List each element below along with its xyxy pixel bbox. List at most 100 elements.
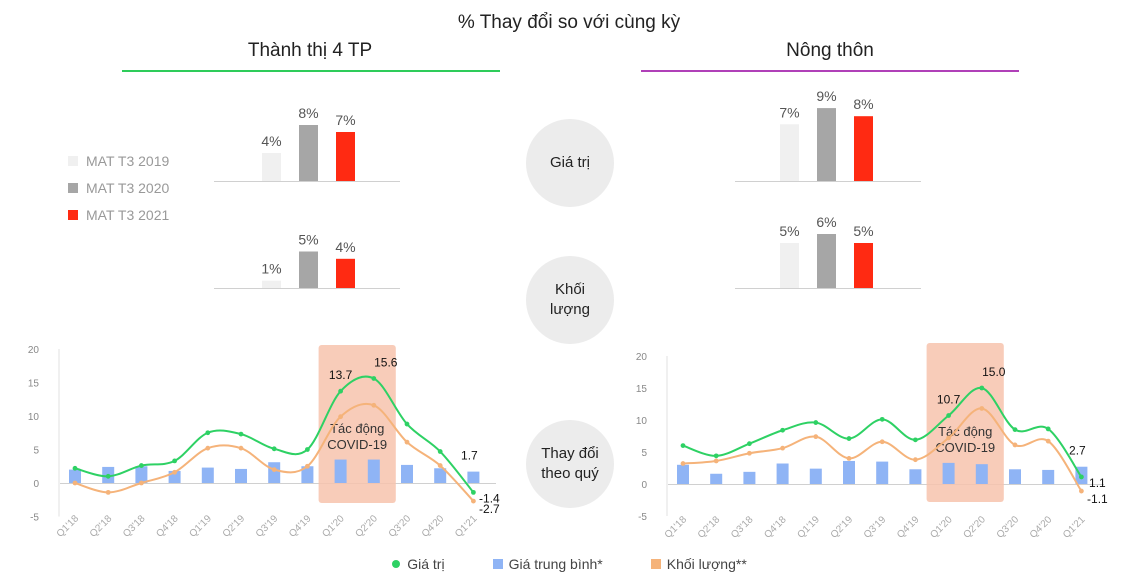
value-point — [305, 447, 310, 452]
x-tick-label: Q1'19 — [187, 513, 214, 540]
volume-point — [72, 480, 78, 486]
value-point — [139, 463, 144, 468]
value-point — [471, 489, 476, 495]
avg-price-bar — [942, 462, 955, 484]
covid-label: COVID-19 — [327, 437, 387, 452]
volume-point — [1012, 442, 1018, 448]
volume-point — [913, 457, 918, 463]
value-point — [879, 416, 885, 422]
bar — [854, 243, 873, 288]
line-data-label: 15.0 — [982, 365, 1006, 379]
value-point — [105, 473, 111, 479]
line-data-label: 2.7 — [1069, 444, 1086, 458]
y-tick-label: -5 — [638, 512, 647, 523]
bar — [780, 124, 799, 181]
region-underline-urban — [122, 70, 500, 72]
x-tick-label: Q3'20 — [387, 513, 414, 540]
volume-point — [371, 402, 377, 408]
bar — [336, 258, 355, 288]
value-point — [979, 385, 985, 391]
x-tick-label: Q2'18 — [88, 513, 115, 540]
value-point — [205, 430, 211, 436]
x-tick-label: Q3'18 — [729, 514, 756, 541]
avg-price-bar — [1009, 469, 1021, 484]
avg-price-bar — [235, 468, 247, 483]
legend-item-mat-2019: MAT T3 2019 — [68, 153, 169, 169]
x-tick-label: Q1'19 — [795, 514, 822, 541]
legend-label: MAT T3 2021 — [86, 207, 170, 223]
avg-price-bar — [677, 464, 689, 484]
line-data-label: -1.4 — [479, 491, 500, 505]
bar — [817, 108, 836, 181]
y-tick-label: 0 — [33, 479, 39, 490]
avg-price-bar — [843, 460, 855, 484]
volume-point — [437, 463, 443, 468]
bar-data-label: 5% — [779, 223, 799, 239]
legend-label: MAT T3 2019 — [86, 153, 170, 169]
avg-price-bar — [268, 462, 281, 483]
covid-label: Tác động — [330, 421, 384, 436]
volume-point — [105, 489, 111, 495]
value-point — [680, 443, 686, 448]
value-point — [747, 441, 752, 447]
bar-data-label: 7% — [779, 104, 799, 120]
bar-data-label: 7% — [335, 112, 355, 128]
line-data-label: 1.7 — [461, 449, 478, 463]
y-tick-label: 5 — [33, 446, 39, 457]
volume-point — [1079, 488, 1084, 494]
volume-point — [1045, 438, 1051, 444]
y-tick-label: -5 — [30, 513, 39, 524]
volume-line — [74, 402, 475, 502]
bottom-legend: Giá trị Giá trung bình* Khối lượng** — [0, 556, 1138, 572]
avg-price-bar — [776, 463, 789, 484]
row-label-quarterly: Thay đổi theo quý — [526, 420, 614, 508]
x-tick-label: Q2'18 — [696, 514, 723, 541]
y-tick-label: 20 — [636, 352, 648, 363]
bar-data-label: 8% — [298, 105, 318, 121]
value-point — [371, 376, 377, 381]
x-tick-label: Q2'20 — [961, 514, 988, 541]
volume-point — [172, 469, 178, 475]
legend-swatch — [68, 156, 78, 166]
y-tick-label: 15 — [636, 384, 648, 395]
volume-point — [205, 445, 211, 451]
x-tick-label: Q1'20 — [928, 514, 955, 541]
bar — [299, 125, 318, 181]
avg-price-bar — [434, 468, 447, 483]
volume-point — [979, 406, 985, 411]
legend-item-avg-price: Giá trung bình* — [492, 556, 603, 572]
bar-data-label: 6% — [816, 214, 836, 230]
avg-price-bar — [975, 464, 988, 484]
volume-point — [338, 414, 343, 420]
value-point — [1079, 474, 1084, 480]
value-point — [72, 465, 78, 471]
legend-swatch — [68, 183, 78, 193]
bar — [336, 132, 355, 181]
x-tick-label: Q3'19 — [862, 514, 889, 541]
avg-price-bar — [367, 459, 380, 483]
value-point — [338, 388, 343, 394]
bar-data-label: 4% — [261, 133, 281, 149]
region-title-urban: Thành thị 4 TP — [247, 40, 373, 61]
y-tick-label: 10 — [636, 416, 648, 427]
y-tick-label: 20 — [28, 345, 40, 356]
row-label-volume: Khối lượng — [526, 256, 614, 344]
volume-point — [139, 480, 144, 486]
x-tick-label: Q4'19 — [895, 514, 922, 541]
bar-data-label: 1% — [261, 261, 281, 277]
volume-point — [846, 456, 852, 461]
covid-highlight-box — [926, 343, 1004, 502]
bar-data-label: 5% — [853, 223, 873, 239]
x-tick-label: Q2'20 — [353, 513, 380, 540]
value-point — [1012, 427, 1018, 432]
x-tick-label: Q2'19 — [829, 514, 856, 541]
region-title-rural: Nông thôn — [786, 40, 874, 61]
avg-price-bar — [301, 466, 314, 483]
covid-label: Tác động — [938, 424, 992, 439]
avg-price-bar — [710, 473, 723, 484]
legend-item-volume: Khối lượng** — [650, 556, 747, 572]
volume-point — [680, 461, 686, 466]
volume-point — [813, 434, 819, 440]
value-point — [813, 420, 819, 425]
